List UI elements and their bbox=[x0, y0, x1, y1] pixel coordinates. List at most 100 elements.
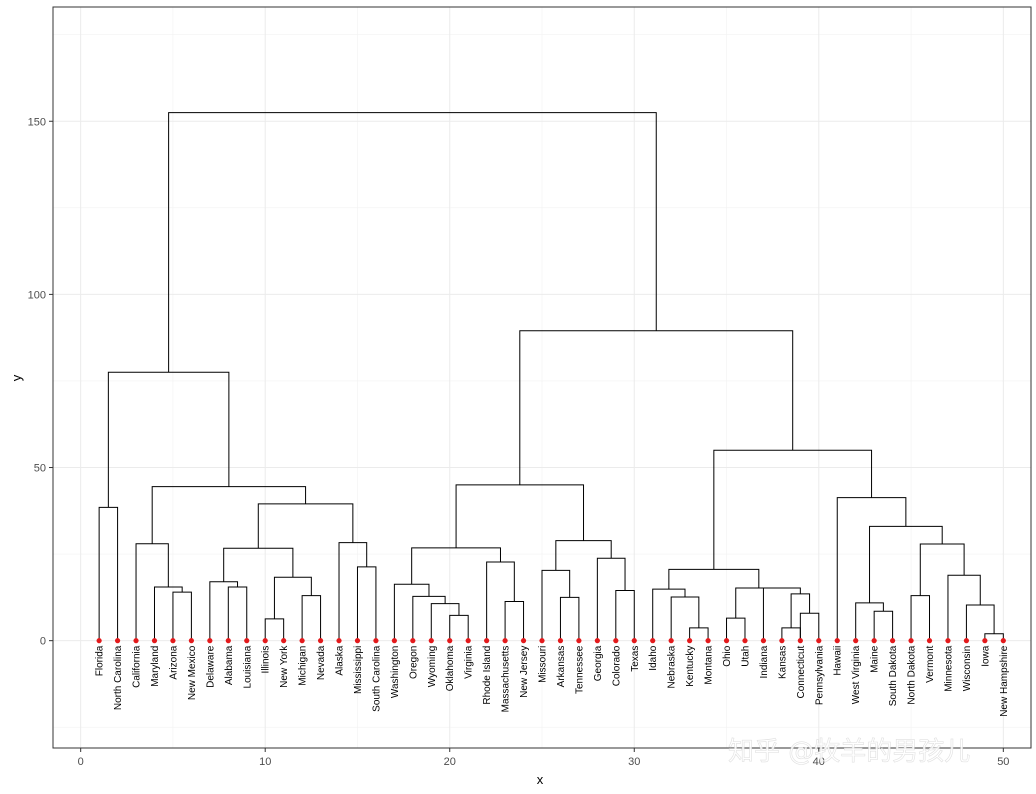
dendrogram-link bbox=[873, 610, 894, 641]
leaf-label: Illinois bbox=[261, 646, 272, 674]
leaf-point bbox=[871, 638, 877, 644]
leaf-point bbox=[668, 638, 674, 644]
leaf-point bbox=[705, 638, 711, 644]
dendrogram-link bbox=[430, 603, 460, 641]
leaf-point bbox=[520, 638, 527, 644]
leaf-label: Rhode Island bbox=[482, 646, 493, 705]
leaf-point bbox=[816, 638, 822, 644]
leaf-label: Florida bbox=[95, 645, 106, 676]
dendrogram-link bbox=[713, 449, 873, 570]
leaf-point bbox=[207, 638, 213, 644]
leaf-point bbox=[96, 638, 102, 644]
leaf-point bbox=[299, 638, 305, 644]
leaf-label: Kansas bbox=[777, 646, 788, 679]
leaf-point bbox=[151, 638, 158, 644]
leaf-point bbox=[410, 638, 416, 644]
leaf-label: Alaska bbox=[335, 645, 346, 675]
leaf-label: Montana bbox=[704, 645, 715, 684]
y-tick-label: 0 bbox=[40, 636, 46, 648]
leaf-label: North Dakota bbox=[907, 645, 918, 704]
leaf-point bbox=[170, 638, 176, 644]
dendrogram-link bbox=[338, 542, 368, 641]
leaf-point bbox=[465, 638, 471, 644]
leaf-point bbox=[244, 638, 250, 644]
leaf-label: Indiana bbox=[759, 645, 770, 678]
x-tick-label: 10 bbox=[259, 756, 271, 768]
leaf-label: South Dakota bbox=[888, 645, 899, 706]
leaf-label: Minnesota bbox=[943, 645, 954, 692]
leaf-label: Louisiana bbox=[242, 645, 253, 688]
leaf-label: Wisconsin bbox=[962, 646, 973, 692]
leaf-label: Alabama bbox=[224, 645, 235, 685]
leaf-label: Tennessee bbox=[574, 645, 585, 694]
leaf-label: North Carolina bbox=[113, 645, 124, 710]
x-tick-label: 20 bbox=[444, 756, 456, 768]
dendrogram-link bbox=[984, 633, 1004, 641]
dendrogram-links bbox=[98, 112, 1004, 641]
watermark: 知乎 @牧羊的男孩儿 bbox=[728, 737, 970, 767]
leaf-label: Virginia bbox=[464, 645, 475, 679]
leaf-label: California bbox=[132, 645, 143, 688]
leaf-label: Michigan bbox=[298, 646, 309, 686]
x-axis: 0 10 20 30 40 50 bbox=[78, 748, 1009, 768]
leaf-label: New Jersey bbox=[519, 646, 530, 698]
x-tick-label: 40 bbox=[813, 756, 825, 768]
leaf-point bbox=[336, 638, 342, 644]
dendrogram-link bbox=[652, 588, 686, 641]
leaf-label: Washington bbox=[390, 646, 401, 698]
leaf-point bbox=[687, 638, 693, 644]
leaf-label: Arkansas bbox=[556, 646, 567, 688]
y-tick-label: 50 bbox=[34, 463, 46, 475]
y-tick-label: 150 bbox=[28, 116, 46, 128]
leaf-point bbox=[742, 638, 748, 644]
dendrogram-link bbox=[541, 569, 571, 641]
dendrogram-link bbox=[965, 604, 995, 641]
x-tick-label: 30 bbox=[628, 756, 640, 768]
leaf-label: Vermont bbox=[925, 645, 936, 682]
leaf-point bbox=[391, 638, 397, 644]
leaf-label: Mississippi bbox=[353, 646, 364, 694]
leaf-label: Oregon bbox=[408, 646, 419, 679]
dendrogram-link bbox=[135, 543, 169, 641]
leaf-point bbox=[760, 638, 767, 644]
leaf-point bbox=[502, 638, 508, 644]
leaf-label: Maryland bbox=[150, 646, 161, 687]
leaf-label: Iowa bbox=[980, 645, 991, 667]
leaf-label: Nebraska bbox=[667, 645, 678, 688]
leaf-point bbox=[890, 638, 896, 644]
dendrogram-link bbox=[615, 589, 635, 641]
dendrogram-link bbox=[449, 614, 469, 641]
leaf-point bbox=[557, 638, 564, 644]
leaf-point bbox=[650, 638, 656, 644]
leaf-point bbox=[853, 638, 859, 644]
leaf-point bbox=[428, 638, 434, 644]
leaf-label: Texas bbox=[630, 646, 641, 672]
leaf-label: Delaware bbox=[205, 645, 216, 688]
leaf-label: Hawaii bbox=[833, 646, 844, 676]
leaf-point bbox=[317, 638, 324, 644]
dendrogram-link bbox=[910, 595, 931, 641]
x-axis-title: x bbox=[537, 772, 544, 787]
leaf-label: Utah bbox=[740, 646, 751, 667]
leaf-point bbox=[945, 638, 951, 644]
leaf-point bbox=[281, 638, 287, 644]
leaf-label: Ohio bbox=[722, 645, 733, 667]
leaf-label: Idaho bbox=[648, 645, 659, 670]
y-tick-label: 100 bbox=[28, 289, 46, 301]
leaf-point bbox=[188, 638, 194, 644]
dendrogram-link bbox=[726, 617, 746, 641]
leaf-label: Maine bbox=[870, 645, 881, 673]
leaf-point bbox=[354, 638, 361, 644]
leaf-point bbox=[797, 638, 803, 644]
y-axis-title: y bbox=[9, 374, 24, 381]
leaf-point bbox=[373, 638, 379, 644]
leaf-point bbox=[447, 638, 453, 644]
dendrogram-link bbox=[670, 596, 700, 641]
leaf-point bbox=[114, 638, 121, 644]
leaf-point bbox=[1000, 638, 1006, 644]
dendrogram-link bbox=[273, 576, 312, 619]
leaf-point bbox=[225, 638, 231, 644]
panel-border bbox=[52, 6, 1032, 749]
leaf-point bbox=[834, 638, 840, 644]
leaf-point bbox=[631, 638, 637, 644]
